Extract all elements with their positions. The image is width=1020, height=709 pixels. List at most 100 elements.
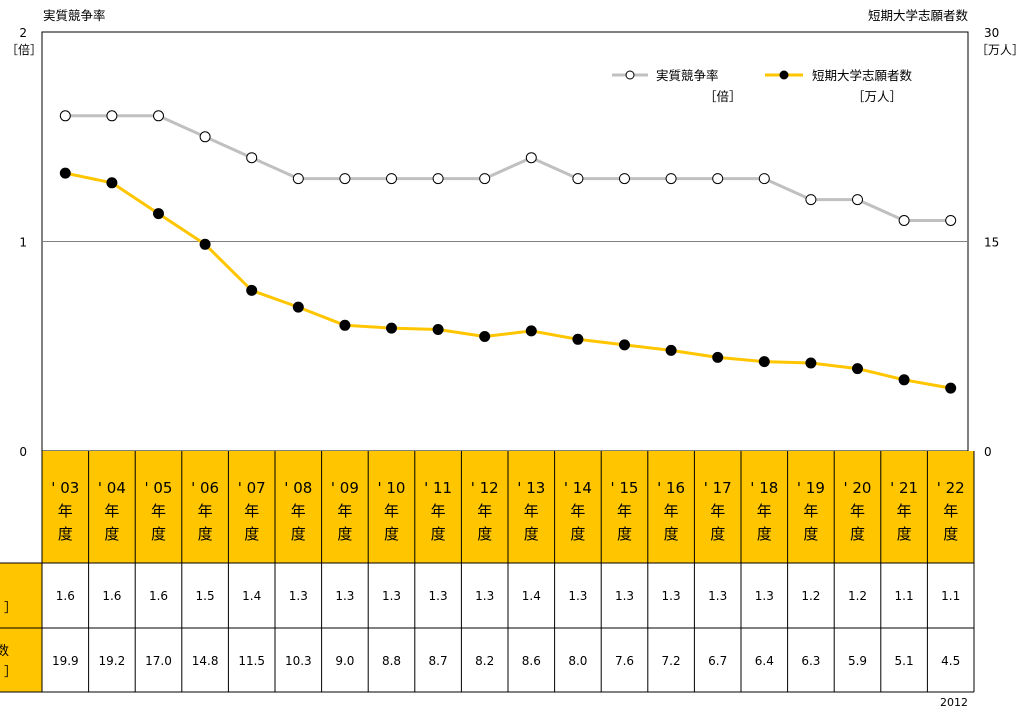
category-do-label: 度 bbox=[291, 525, 306, 543]
right-axis-title: 短期大学志願者数 bbox=[868, 8, 969, 23]
point-ratio bbox=[619, 173, 630, 185]
point-applicants bbox=[758, 356, 770, 368]
table-value-applicants: 8.2 bbox=[475, 654, 494, 668]
point-ratio bbox=[712, 173, 724, 185]
point-applicants bbox=[59, 167, 71, 179]
category-year-label: ' 05 bbox=[145, 479, 173, 497]
category-year-label: ' 19 bbox=[797, 479, 825, 497]
category-year-label: ' 21 bbox=[890, 479, 918, 497]
table-value-applicants: 10.3 bbox=[285, 654, 312, 668]
left-tick-label: 1 bbox=[19, 236, 27, 250]
category-nen-label: 年 bbox=[291, 502, 306, 520]
point-applicants bbox=[572, 333, 584, 345]
category-do-label: 度 bbox=[617, 525, 632, 543]
point-ratio bbox=[525, 152, 537, 164]
point-applicants bbox=[153, 208, 164, 220]
point-ratio bbox=[106, 110, 118, 122]
table-value-ratio: 1.4 bbox=[522, 589, 541, 603]
point-ratio bbox=[758, 173, 770, 185]
table-value-applicants: 5.9 bbox=[848, 654, 867, 668]
category-nen-label: 年 bbox=[477, 502, 492, 520]
point-ratio bbox=[432, 173, 444, 185]
category-do-label: 度 bbox=[58, 525, 73, 543]
point-ratio bbox=[572, 173, 584, 185]
point-applicants bbox=[292, 301, 304, 313]
category-year-label: ' 22 bbox=[937, 479, 965, 497]
category-nen-label: 年 bbox=[617, 502, 632, 520]
category-year-label: ' 06 bbox=[191, 479, 219, 497]
category-nen-label: 年 bbox=[151, 502, 166, 520]
category-nen-label: 年 bbox=[384, 502, 399, 520]
series-line-applicants bbox=[64, 171, 951, 390]
category-nen-label: 年 bbox=[104, 502, 119, 520]
point-ratio bbox=[665, 173, 677, 185]
table-value-ratio: 1.2 bbox=[801, 589, 820, 603]
table-value-applicants: 9.0 bbox=[335, 654, 354, 668]
point-applicants bbox=[432, 324, 444, 335]
left-axis-ticks: 0 1 2 bbox=[19, 26, 27, 459]
category-nen-label: 年 bbox=[943, 502, 958, 520]
table-value-applicants: 7.2 bbox=[662, 654, 681, 668]
table-value-ratio: 1.3 bbox=[708, 589, 727, 603]
table-value-applicants: 5.1 bbox=[895, 654, 914, 668]
category-nen-label: 年 bbox=[570, 502, 585, 520]
table-value-ratio: 1.3 bbox=[429, 589, 448, 603]
category-year-label: ' 17 bbox=[704, 479, 732, 497]
point-ratio bbox=[852, 194, 863, 206]
category-do-label: 度 bbox=[570, 525, 585, 543]
category-year-label: ' 15 bbox=[611, 479, 639, 497]
category-year-label: ' 13 bbox=[517, 479, 545, 497]
category-year-label: ' 14 bbox=[564, 479, 592, 497]
right-tick-label: 30 bbox=[984, 26, 999, 40]
category-nen-label: 年 bbox=[58, 502, 73, 520]
point-ratio bbox=[805, 194, 817, 206]
point-ratio bbox=[59, 110, 71, 122]
category-do-label: 度 bbox=[524, 525, 539, 543]
point-applicants bbox=[479, 331, 491, 342]
table-value-ratio: 1.3 bbox=[662, 589, 681, 603]
table-value-applicants: 7.6 bbox=[615, 654, 634, 668]
point-ratio bbox=[153, 110, 164, 122]
table-value-applicants: 8.6 bbox=[522, 654, 541, 668]
left-axis-unit: ［倍］ bbox=[6, 42, 42, 57]
table-value-ratio: 1.5 bbox=[196, 589, 215, 603]
point-applicants bbox=[712, 351, 724, 363]
row-label-applicants-bracket: ］ bbox=[4, 665, 17, 680]
category-year-label: ' 20 bbox=[844, 479, 872, 497]
point-ratio bbox=[246, 152, 258, 164]
legend-unit-ratio: ［倍］ bbox=[704, 89, 742, 104]
table-value-applicants: 19.9 bbox=[52, 654, 79, 668]
category-do-label: 度 bbox=[757, 525, 772, 543]
row-label-ratio-bracket: ］ bbox=[4, 601, 17, 616]
point-applicants bbox=[199, 238, 211, 250]
point-applicants bbox=[386, 322, 397, 334]
point-ratio bbox=[479, 173, 491, 185]
category-do-label: 度 bbox=[710, 525, 725, 543]
table-value-applicants: 17.0 bbox=[145, 654, 172, 668]
table-value-ratio: 1.1 bbox=[941, 589, 960, 603]
point-applicants bbox=[525, 325, 537, 337]
table-value-ratio: 1.3 bbox=[335, 589, 354, 603]
category-nen-label: 年 bbox=[337, 502, 352, 520]
category-do-label: 度 bbox=[244, 525, 259, 543]
category-year-label: ' 12 bbox=[471, 479, 499, 497]
category-year-label: ' 09 bbox=[331, 479, 359, 497]
category-do-label: 度 bbox=[664, 525, 679, 543]
category-do-label: 度 bbox=[198, 525, 213, 543]
point-ratio bbox=[339, 173, 351, 185]
point-ratio bbox=[898, 215, 910, 226]
table-value-applicants: 19.2 bbox=[99, 654, 126, 668]
point-applicants bbox=[106, 177, 118, 189]
point-applicants bbox=[945, 382, 957, 394]
category-nen-label: 年 bbox=[524, 502, 539, 520]
category-year-label: ' 18 bbox=[750, 479, 778, 497]
right-axis-ticks: 0 15 30 bbox=[984, 26, 999, 459]
series-line-ratio bbox=[65, 114, 951, 222]
category-year-label: ' 11 bbox=[424, 479, 452, 497]
footnote: 2012 bbox=[940, 696, 968, 709]
category-do-label: 度 bbox=[431, 525, 446, 543]
left-axis-title: 実質競争率 bbox=[43, 8, 106, 23]
table-value-applicants: 6.3 bbox=[801, 654, 820, 668]
point-ratio bbox=[292, 173, 304, 185]
legend: 実質競争率 ［倍］ 短期大学志願者数 ［万人］ bbox=[612, 68, 913, 104]
